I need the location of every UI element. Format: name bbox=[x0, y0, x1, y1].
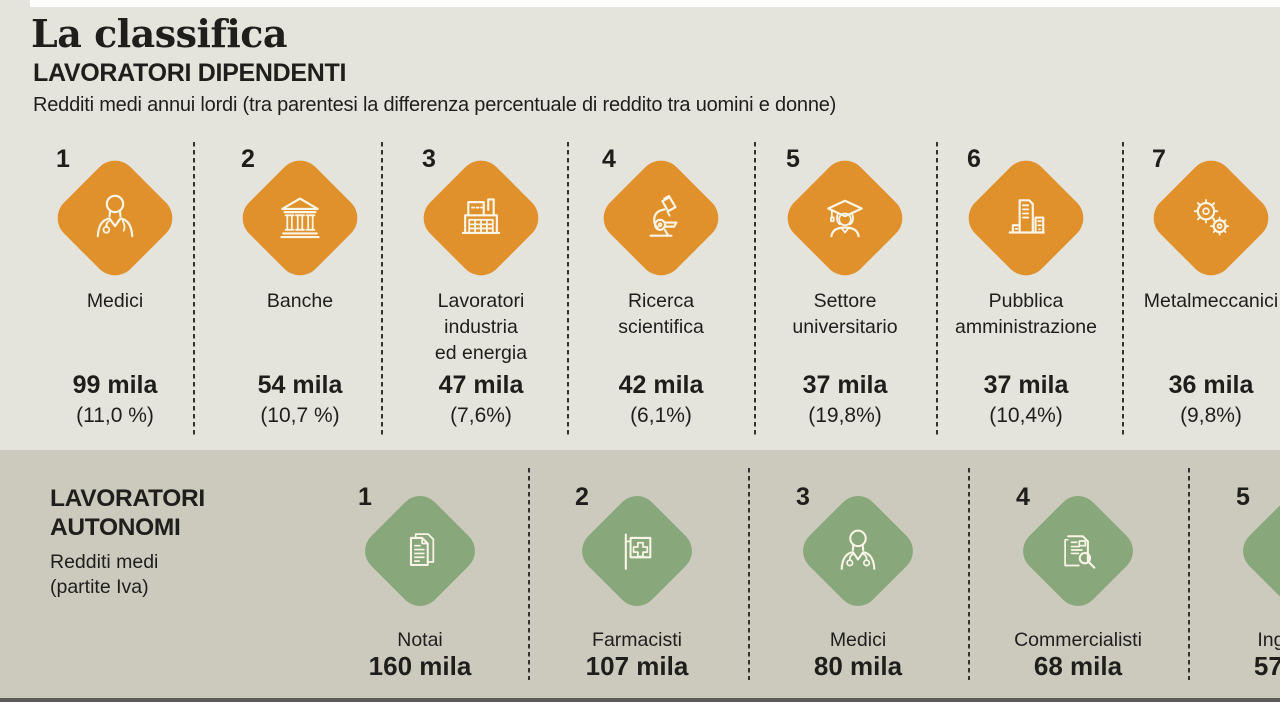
gender-gap-value: (6,1%) bbox=[630, 404, 692, 427]
category-label: Farmacisti bbox=[592, 629, 682, 651]
category-diamond bbox=[573, 487, 701, 615]
gears-icon bbox=[1193, 198, 1230, 236]
rank-number: 5 bbox=[1236, 483, 1250, 511]
ranking-item-medici: 1 Medici 99 mila (11,0 %) bbox=[22, 140, 208, 445]
category-label: Metalmeccanici bbox=[1143, 290, 1279, 312]
category-diamond bbox=[1014, 487, 1142, 615]
doctor-icon bbox=[840, 528, 876, 570]
gender-gap-value: (11,0 %) bbox=[76, 404, 154, 427]
income-value: 68 mila bbox=[1033, 651, 1123, 681]
rank-number: 6 bbox=[967, 145, 981, 173]
rank-number: 4 bbox=[602, 145, 616, 173]
documents-icon bbox=[409, 532, 435, 566]
category-diamond bbox=[594, 151, 728, 285]
rank-number: 1 bbox=[358, 483, 372, 511]
category-diamond bbox=[356, 487, 484, 615]
ranking-item-medici-autonomi: 3 Medici 80 mila bbox=[758, 450, 958, 698]
rank-number: 4 bbox=[1016, 483, 1030, 511]
rank-number: 1 bbox=[56, 145, 70, 173]
category-label: Commercialisti bbox=[1014, 629, 1142, 651]
ranking-item-pubblica-amministrazione: 6 Pubblica amministrazione 37 mila (10,4… bbox=[933, 140, 1119, 445]
dipendenti-subheading: Redditi medi annui lordi (tra parentesi … bbox=[33, 94, 837, 116]
category-label: Medici bbox=[86, 290, 144, 312]
dotted-separator bbox=[968, 468, 970, 680]
dotted-separator bbox=[528, 468, 530, 680]
category-diamond bbox=[48, 151, 182, 285]
dotted-separator bbox=[381, 142, 383, 438]
dotted-separator bbox=[1188, 468, 1190, 680]
rank-number: 2 bbox=[575, 483, 589, 511]
rank-number: 3 bbox=[422, 145, 436, 173]
gender-gap-value: (9,8%) bbox=[1180, 404, 1242, 427]
ranking-item-ingegneri: 5 Ingegneri 57 mila bbox=[1198, 450, 1280, 698]
rank-number: 7 bbox=[1152, 145, 1166, 173]
dotted-separator bbox=[193, 142, 195, 438]
gender-gap-value: (7,6%) bbox=[450, 404, 512, 427]
doctor-icon bbox=[96, 194, 134, 238]
section-lavoratori-autonomi: LAVORATORI AUTONOMI Redditi medi (partit… bbox=[0, 450, 1280, 698]
income-value: 57 mila bbox=[1253, 651, 1280, 681]
rank-number: 3 bbox=[796, 483, 810, 511]
autonomi-heading: LAVORATORI AUTONOMI bbox=[50, 485, 205, 541]
income-value: 37 mila bbox=[983, 371, 1069, 399]
microscope-icon bbox=[649, 194, 678, 237]
category-diamond bbox=[959, 151, 1093, 285]
ranking-item-metalmeccanici: 7 Metalmeccanici 36 mila (9,8%) bbox=[1118, 140, 1280, 445]
category-label: Ingegneri bbox=[1257, 629, 1280, 651]
audit-icon bbox=[1064, 534, 1096, 568]
income-value: 107 mila bbox=[585, 651, 689, 681]
dipendenti-heading: LAVORATORI DIPENDENTI bbox=[33, 59, 347, 87]
category-label: Settore universitario bbox=[792, 290, 898, 338]
rank-number: 5 bbox=[786, 145, 800, 173]
rank-number: 2 bbox=[241, 145, 255, 173]
ranking-item-farmacisti: 2 Farmacisti 107 mila bbox=[537, 450, 737, 698]
income-value: 47 mila bbox=[438, 371, 524, 399]
category-diamond bbox=[233, 151, 367, 285]
ranking-item-notai: 1 Notai 160 mila bbox=[320, 450, 520, 698]
page-title: La classifica bbox=[31, 11, 288, 56]
income-value: 80 mila bbox=[813, 651, 903, 681]
dotted-separator bbox=[1122, 142, 1124, 438]
category-diamond bbox=[1144, 151, 1278, 285]
document-icon bbox=[1271, 524, 1280, 579]
income-value: 99 mila bbox=[72, 371, 158, 399]
autonomi-subheading: Redditi medi (partite Iva) bbox=[50, 551, 159, 598]
category-label: Medici bbox=[829, 629, 887, 651]
gender-gap-value: (10,7 %) bbox=[260, 404, 340, 427]
category-diamond bbox=[414, 151, 548, 285]
graduate-icon bbox=[827, 199, 863, 238]
income-value: 42 mila bbox=[618, 371, 704, 399]
section-lavoratori-dipendenti: La classifica LAVORATORI DIPENDENTI Redd… bbox=[0, 7, 1280, 450]
ranking-item-universita: 5 Settore universitario 37 mila (19,8%) bbox=[752, 140, 938, 445]
category-label: Pubblica amministrazione bbox=[955, 290, 1097, 338]
category-label: Ricerca scientifica bbox=[618, 290, 704, 338]
dotted-separator bbox=[748, 468, 750, 680]
dotted-separator bbox=[567, 142, 569, 438]
bottom-edge-bar bbox=[0, 698, 1280, 702]
category-label: Lavoratori industria ed energia bbox=[434, 290, 528, 364]
ranking-item-ricerca: 4 Ricerca scientifica 42 mila (6,1%) bbox=[568, 140, 754, 445]
buildings-icon bbox=[1008, 199, 1045, 234]
bank-icon bbox=[280, 197, 320, 239]
income-value: 36 mila bbox=[1168, 371, 1254, 399]
category-label: Banche bbox=[266, 290, 334, 312]
category-diamond bbox=[794, 487, 922, 615]
dotted-separator bbox=[936, 142, 938, 438]
pharmacy-icon bbox=[624, 532, 652, 570]
ranking-item-banche: 2 Banche 54 mila (10,7 %) bbox=[207, 140, 393, 445]
category-diamond bbox=[778, 151, 912, 285]
gender-gap-value: (10,4%) bbox=[989, 404, 1063, 427]
gender-gap-value: (19,8%) bbox=[808, 404, 882, 427]
income-value: 54 mila bbox=[257, 371, 343, 399]
factory-icon bbox=[461, 198, 501, 235]
ranking-item-industria: 3 Lavoratori industria ed energia 47 mil… bbox=[388, 140, 574, 445]
category-label: Notai bbox=[397, 629, 443, 651]
ranking-item-commercialisti: 4 Commercialisti 68 mila bbox=[978, 450, 1178, 698]
top-white-strip bbox=[30, 0, 1280, 7]
dotted-separator bbox=[754, 142, 756, 438]
income-value: 160 mila bbox=[368, 651, 472, 681]
income-value: 37 mila bbox=[802, 371, 888, 399]
